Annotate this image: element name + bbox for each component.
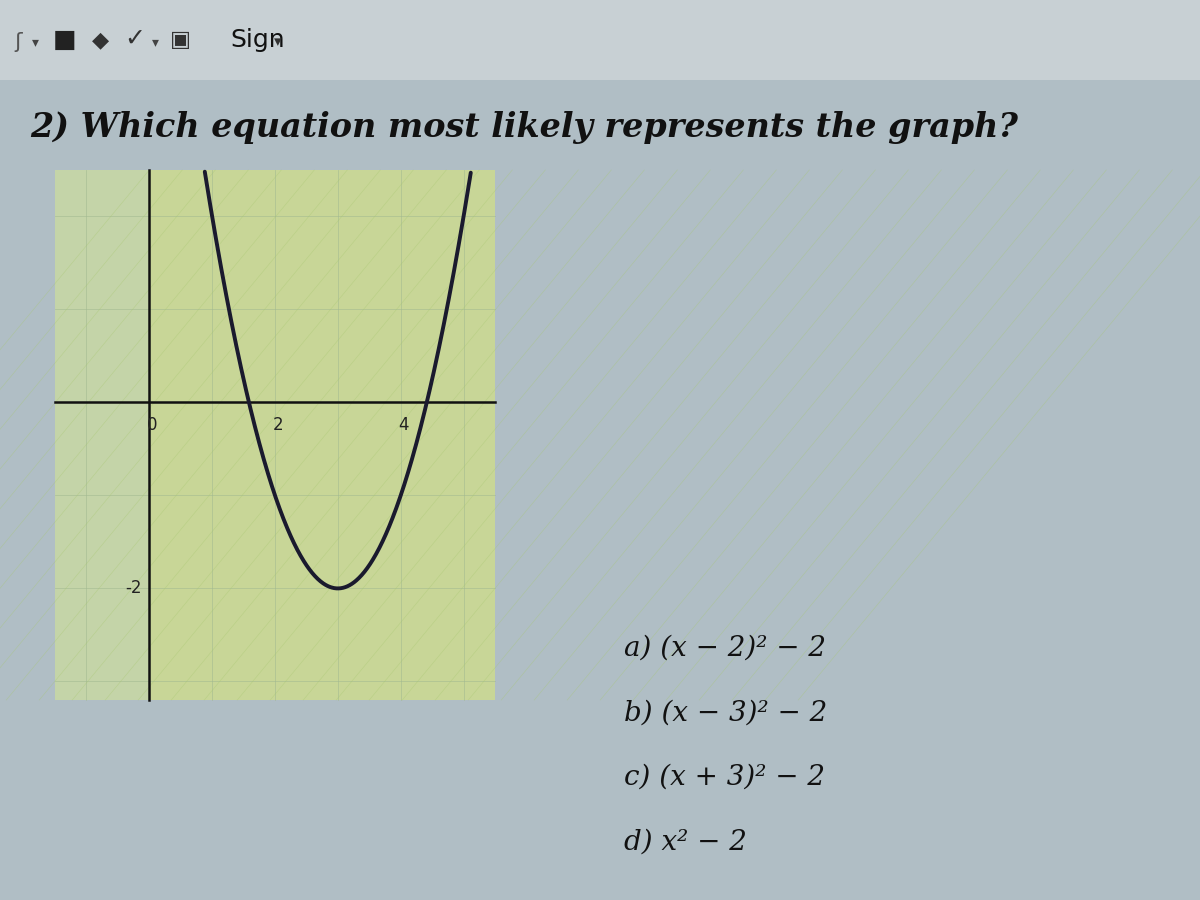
Text: 2) Which equation most likely represents the graph?: 2) Which equation most likely represents… — [30, 112, 1018, 145]
Text: c) (x + 3)² − 2: c) (x + 3)² − 2 — [624, 764, 826, 791]
Text: 4: 4 — [398, 417, 409, 435]
Text: a) (x − 2)² − 2: a) (x − 2)² − 2 — [624, 634, 826, 662]
Bar — [55, 170, 496, 700]
Bar — [0, 0, 1200, 80]
Text: ◆: ◆ — [91, 30, 108, 50]
Text: ■: ■ — [53, 28, 77, 52]
Text: 0: 0 — [148, 417, 157, 435]
Text: ▾: ▾ — [151, 35, 158, 49]
Text: d) x² − 2: d) x² − 2 — [624, 829, 746, 856]
Text: -2: -2 — [125, 580, 142, 598]
Text: Sign: Sign — [230, 28, 284, 52]
Text: ▾: ▾ — [274, 34, 282, 50]
Text: ʃ: ʃ — [14, 32, 22, 52]
Bar — [149, 170, 496, 700]
Text: 2: 2 — [272, 417, 283, 435]
Text: ▾: ▾ — [31, 35, 38, 49]
Text: ✓: ✓ — [125, 27, 145, 51]
Text: b) (x − 3)² − 2: b) (x − 3)² − 2 — [624, 699, 827, 726]
Text: ▣: ▣ — [169, 30, 191, 50]
